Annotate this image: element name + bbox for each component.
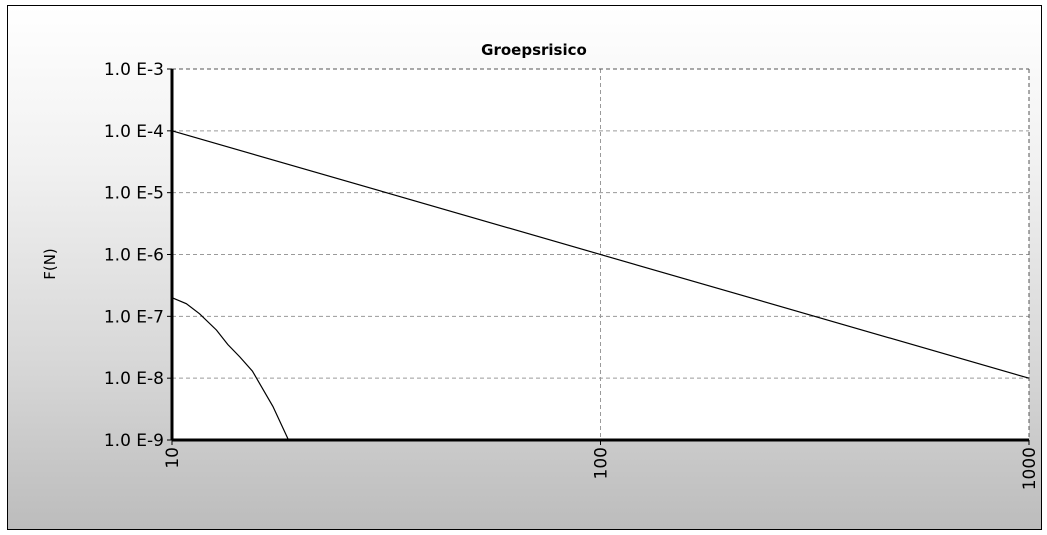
axes [167, 68, 1030, 445]
chart-frame: Groepsrisico F(N) 1.0 E-9 1.0 E-8 1.0 E-7 1… [7, 5, 1042, 530]
x-tick-label: 10 [163, 447, 183, 469]
y-axis-label: F(N) [41, 248, 59, 280]
y-tick-label: 1.0 E-9 [104, 431, 164, 451]
y-tick-label: 1.0 E-8 [104, 369, 164, 389]
y-tick-label: 1.0 E-5 [104, 184, 164, 204]
series-layer [171, 130, 1030, 441]
series-line-1 [171, 130, 1030, 379]
y-tick-label: 1.0 E-3 [104, 60, 164, 80]
y-tick-label: 1.0 E-4 [104, 122, 164, 142]
x-tick-label: 1000 [1020, 447, 1040, 490]
y-tick-label: 1.0 E-6 [104, 246, 164, 266]
fn-curve-chart: Groepsrisico F(N) 1.0 E-91.0 E-81.0 E-71… [41, 41, 1040, 490]
y-tick-label: 1.0 E-7 [104, 307, 164, 327]
series-line-2 [171, 297, 290, 441]
tick-labels: 1.0 E-9 1.0 E-8 1.0 E-7 1.0 E-6 1.0 E-5 1.0 E… [104, 60, 1040, 490]
chart-title: Groepsrisico [481, 41, 587, 59]
x-tick-label: 100 [592, 447, 612, 479]
